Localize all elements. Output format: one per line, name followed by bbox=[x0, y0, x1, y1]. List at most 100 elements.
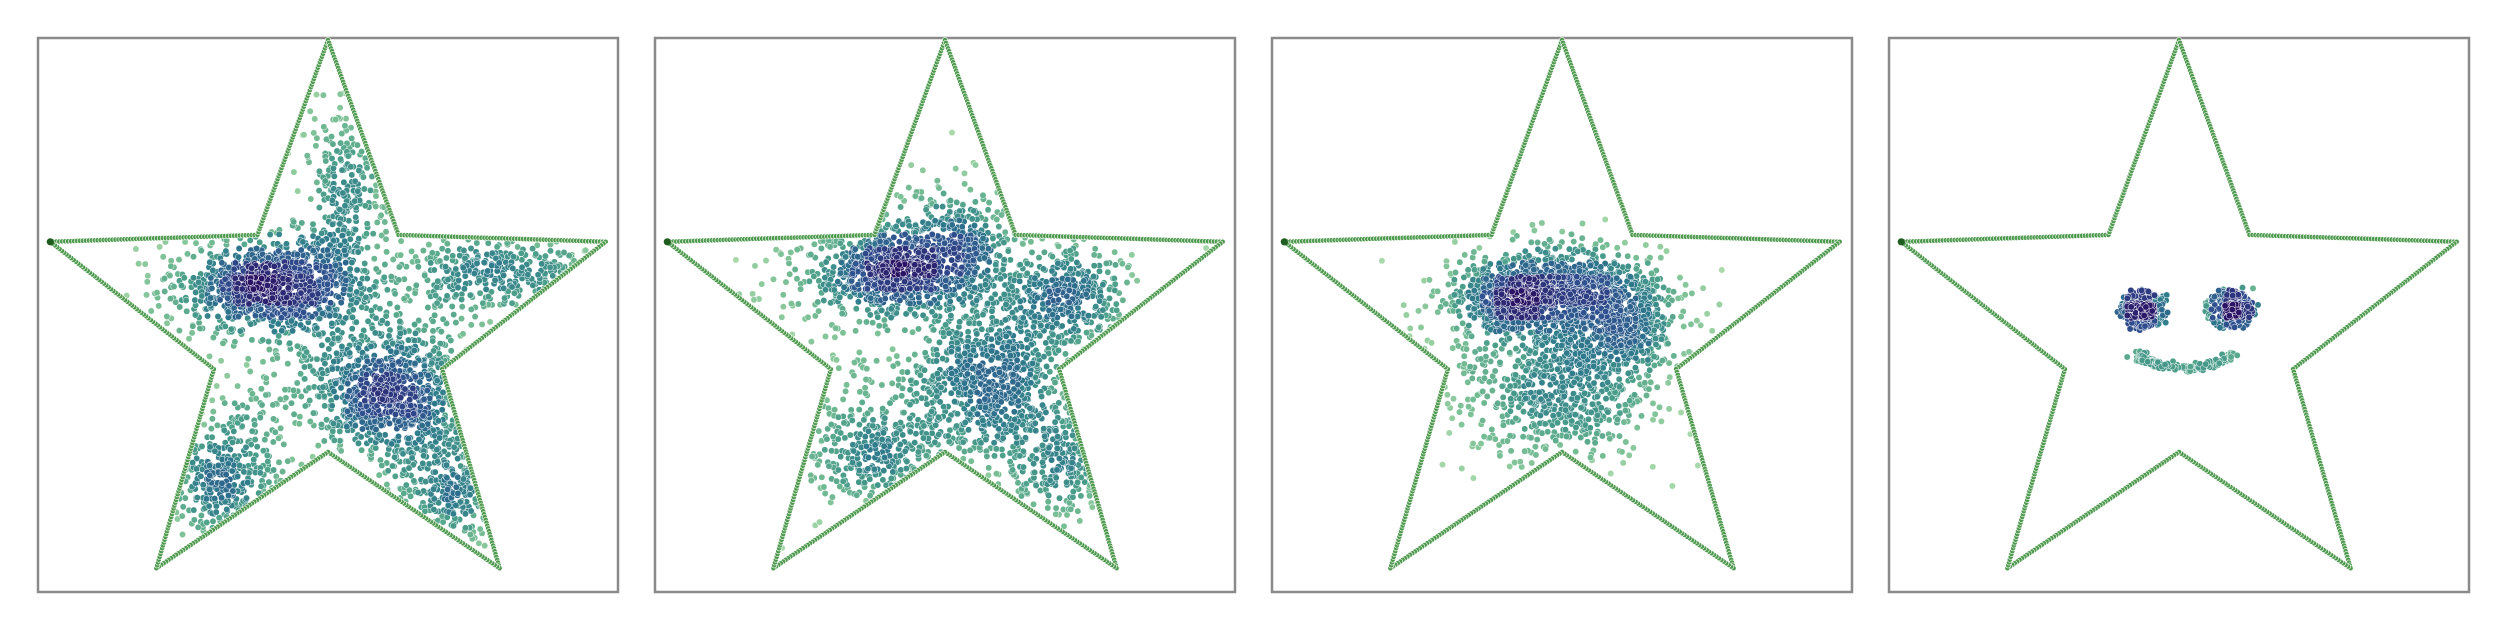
data-point bbox=[1034, 351, 1042, 359]
data-point bbox=[209, 334, 217, 341]
data-point bbox=[991, 452, 998, 460]
data-point bbox=[1014, 479, 1022, 487]
data-point bbox=[310, 129, 318, 137]
data-point bbox=[253, 245, 261, 252]
data-point bbox=[296, 413, 304, 421]
data-point bbox=[400, 489, 408, 497]
data-point bbox=[416, 378, 424, 386]
data-point bbox=[351, 373, 359, 381]
data-point bbox=[209, 408, 217, 416]
data-point bbox=[395, 358, 403, 366]
data-point bbox=[411, 360, 419, 367]
data-point bbox=[268, 294, 276, 302]
data-point bbox=[1051, 379, 1059, 386]
data-point bbox=[903, 368, 911, 376]
data-point bbox=[444, 485, 452, 493]
data-point bbox=[332, 380, 340, 387]
data-point bbox=[337, 155, 345, 163]
data-point bbox=[259, 358, 267, 366]
data-point bbox=[356, 280, 364, 288]
data-point bbox=[428, 359, 436, 367]
data-point bbox=[366, 286, 374, 294]
data-point bbox=[238, 285, 246, 293]
data-point bbox=[919, 311, 927, 319]
data-point bbox=[420, 452, 428, 460]
data-point bbox=[341, 122, 349, 130]
data-point bbox=[427, 259, 435, 267]
data-point bbox=[414, 263, 422, 271]
data-point bbox=[362, 293, 370, 301]
data-point bbox=[284, 284, 292, 292]
data-point bbox=[805, 277, 813, 285]
data-point bbox=[853, 491, 861, 499]
data-point bbox=[387, 347, 395, 355]
data-point bbox=[342, 259, 350, 267]
data-point bbox=[923, 400, 931, 408]
data-point bbox=[751, 262, 759, 270]
data-point bbox=[363, 275, 371, 282]
data-point bbox=[320, 437, 328, 445]
data-point bbox=[834, 466, 842, 474]
data-point bbox=[248, 427, 256, 435]
data-point bbox=[836, 293, 844, 301]
data-point bbox=[952, 165, 960, 173]
data-point bbox=[831, 333, 839, 341]
data-point bbox=[939, 203, 947, 211]
data-point bbox=[971, 198, 979, 206]
data-point bbox=[217, 357, 225, 365]
data-point bbox=[318, 421, 325, 428]
data-point bbox=[293, 342, 301, 350]
data-point bbox=[348, 259, 356, 266]
data-point bbox=[252, 395, 260, 403]
data-point bbox=[334, 248, 342, 256]
data-point bbox=[383, 248, 391, 256]
data-point bbox=[956, 318, 964, 326]
data-point bbox=[978, 325, 986, 333]
data-point bbox=[321, 351, 329, 359]
data-point bbox=[275, 339, 283, 346]
data-point bbox=[897, 193, 905, 201]
data-point bbox=[820, 297, 828, 304]
data-point bbox=[810, 272, 818, 280]
data-point bbox=[439, 388, 447, 396]
data-point bbox=[1004, 247, 1012, 255]
data-point bbox=[1055, 399, 1063, 407]
data-point bbox=[428, 249, 436, 257]
data-point bbox=[828, 493, 836, 501]
data-point bbox=[341, 202, 349, 210]
data-point bbox=[192, 288, 200, 296]
data-point bbox=[948, 129, 956, 137]
data-point bbox=[454, 284, 462, 292]
data-point bbox=[135, 260, 143, 268]
data-point bbox=[484, 239, 492, 247]
data-point bbox=[328, 320, 336, 327]
data-point bbox=[257, 305, 265, 313]
data-point bbox=[342, 115, 350, 123]
data-point bbox=[928, 308, 936, 316]
data-point bbox=[369, 396, 377, 404]
data-point bbox=[405, 435, 413, 443]
data-point bbox=[826, 243, 834, 251]
data-point bbox=[1009, 466, 1017, 474]
data-point bbox=[351, 177, 359, 185]
data-point bbox=[817, 245, 825, 252]
data-point bbox=[179, 531, 186, 538]
data-point bbox=[953, 422, 961, 430]
data-point bbox=[380, 273, 388, 281]
data-point bbox=[461, 510, 469, 518]
data-point bbox=[375, 431, 383, 439]
data-point bbox=[218, 479, 226, 487]
data-point bbox=[779, 303, 787, 311]
data-point bbox=[431, 311, 439, 319]
data-point bbox=[193, 465, 200, 473]
data-point bbox=[284, 457, 292, 465]
data-point bbox=[262, 297, 269, 305]
data-point bbox=[797, 285, 805, 293]
data-point bbox=[398, 403, 406, 411]
data-point bbox=[235, 253, 242, 261]
data-point bbox=[333, 147, 341, 155]
data-point bbox=[414, 429, 422, 437]
data-point bbox=[412, 329, 419, 337]
data-point bbox=[410, 347, 418, 354]
data-point bbox=[351, 397, 359, 404]
